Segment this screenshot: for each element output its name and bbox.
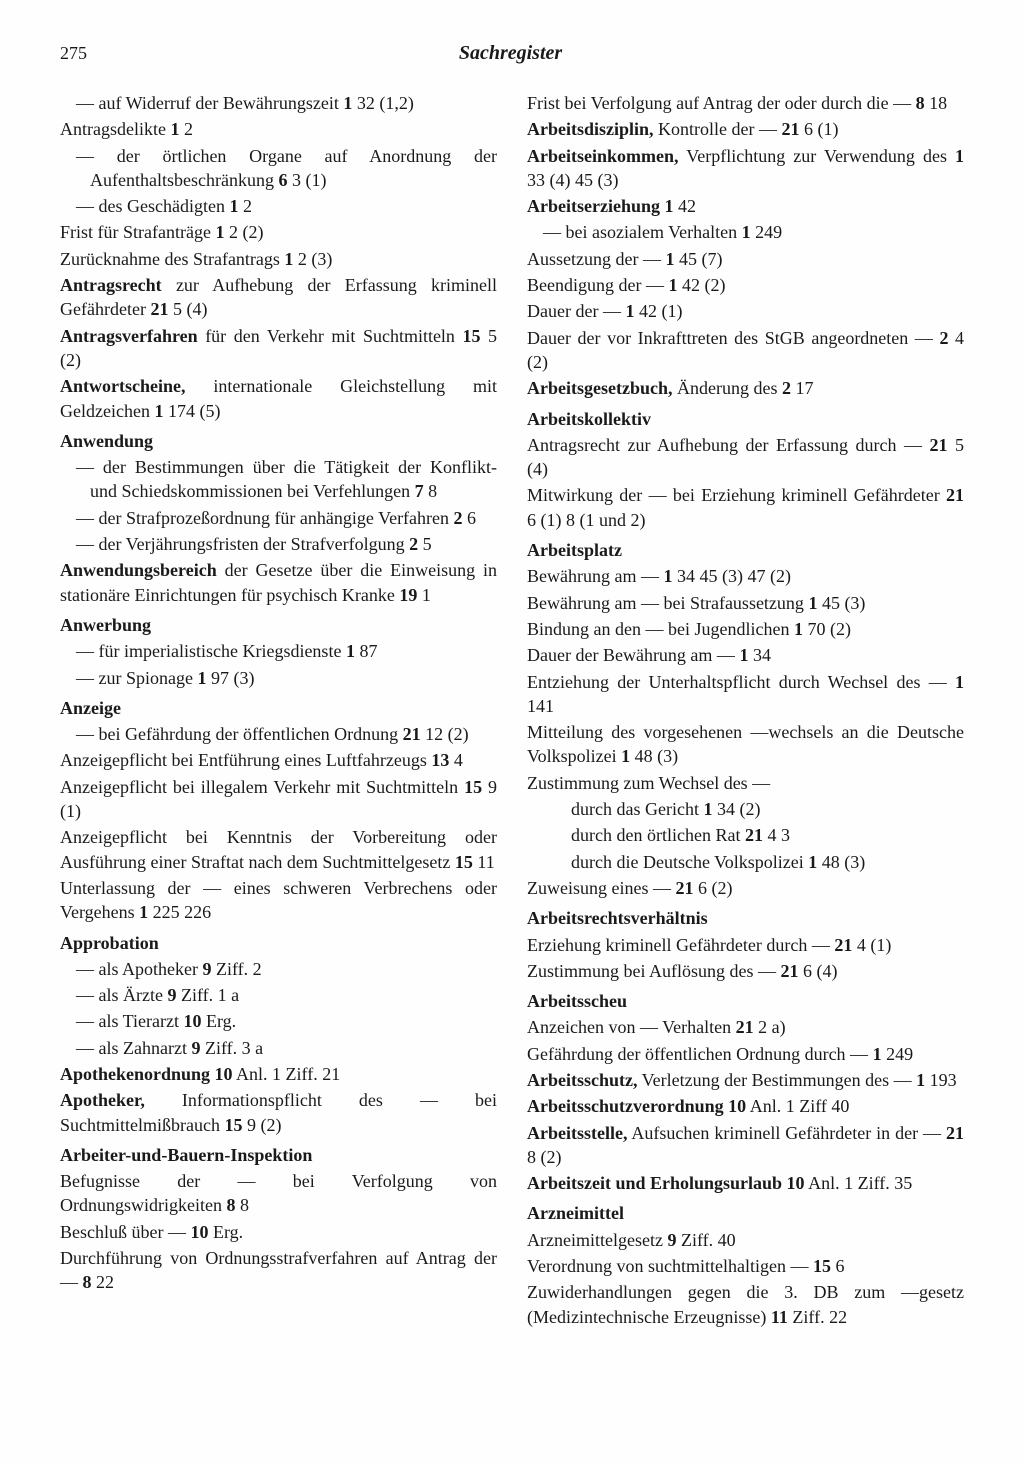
index-entry: — auf Widerruf der Bewährungszeit 1 32 (… bbox=[60, 91, 497, 115]
index-entry: Arbeiter-und-Bauern-Inspektion bbox=[60, 1143, 497, 1167]
index-entry: Dauer der Bewährung am — 1 34 bbox=[527, 643, 964, 667]
index-entry: Arbeitsscheu bbox=[527, 989, 964, 1013]
index-entry: — der Bestimmungen über die Tätigkeit de… bbox=[60, 455, 497, 504]
index-entry: Arbeitskollektiv bbox=[527, 407, 964, 431]
index-entry: — bei Gefährdung der öffentlichen Ordnun… bbox=[60, 722, 497, 746]
page-title: Sachregister bbox=[459, 40, 562, 67]
index-entry: Zustimmung zum Wechsel des — bbox=[527, 771, 964, 795]
index-entry: Bewährung am — 1 34 45 (3) 47 (2) bbox=[527, 564, 964, 588]
index-entry: — als Ärzte 9 Ziff. 1 a bbox=[60, 983, 497, 1007]
index-entry: Beschluß über — 10 Erg. bbox=[60, 1220, 497, 1244]
index-entry: — der Verjährungsfristen der Strafverfol… bbox=[60, 532, 497, 556]
index-entry: Arbeitsschutz, Verletzung der Bestimmung… bbox=[527, 1068, 964, 1092]
index-entry: Bewährung am — bei Strafaussetzung 1 45 … bbox=[527, 591, 964, 615]
index-entry: Anwendungsbereich der Gesetze über die E… bbox=[60, 558, 497, 607]
left-column: — auf Widerruf der Bewährungszeit 1 32 (… bbox=[60, 91, 497, 1331]
index-entry: Antragsverfahren für den Verkehr mit Suc… bbox=[60, 324, 497, 373]
index-entry: Antragsrecht zur Aufhebung der Erfassung… bbox=[60, 273, 497, 322]
index-entry: Arbeitszeit und Erholungsurlaub 10 Anl. … bbox=[527, 1171, 964, 1195]
index-entry: Arzneimittelgesetz 9 Ziff. 40 bbox=[527, 1228, 964, 1252]
index-entry: Arbeitsrechtsverhältnis bbox=[527, 906, 964, 930]
index-entry: Anzeige bbox=[60, 696, 497, 720]
index-entry: — als Apotheker 9 Ziff. 2 bbox=[60, 957, 497, 981]
index-entry: Verordnung von suchtmittelhaltigen — 15 … bbox=[527, 1254, 964, 1278]
index-entry: Entziehung der Unterhaltspflicht durch W… bbox=[527, 670, 964, 719]
index-entry: Anzeigepflicht bei Kenntnis der Vorberei… bbox=[60, 825, 497, 874]
index-entry: Dauer der vor Inkrafttreten des StGB ang… bbox=[527, 326, 964, 375]
index-entry: — bei asozialem Verhalten 1 249 bbox=[527, 220, 964, 244]
index-entry: Arbeitsstelle, Aufsuchen kriminell Gefäh… bbox=[527, 1121, 964, 1170]
index-entry: Arzneimittel bbox=[527, 1201, 964, 1225]
index-entry: Anzeigepflicht bei Entführung eines Luft… bbox=[60, 748, 497, 772]
index-entry: Approbation bbox=[60, 931, 497, 955]
index-entry: Befugnisse der — bei Verfolgung von Ordn… bbox=[60, 1169, 497, 1218]
index-entry: Durchführung von Ordnungsstrafverfahren … bbox=[60, 1246, 497, 1295]
index-entry: durch die Deutsche Volkspolizei 1 48 (3) bbox=[527, 850, 964, 874]
index-entry: Anwerbung bbox=[60, 613, 497, 637]
index-entry: Frist für Strafanträge 1 2 (2) bbox=[60, 220, 497, 244]
index-entry: Apotheker, Informationspflicht des — bei… bbox=[60, 1088, 497, 1137]
index-entry: Apothekenordnung 10 Anl. 1 Ziff. 21 bbox=[60, 1062, 497, 1086]
content-columns: — auf Widerruf der Bewährungszeit 1 32 (… bbox=[60, 91, 964, 1331]
index-entry: — der örtlichen Organe auf Anordnung der… bbox=[60, 144, 497, 193]
index-entry: Arbeitsdisziplin, Kontrolle der — 21 6 (… bbox=[527, 117, 964, 141]
index-entry: Frist bei Verfolgung auf Antrag der oder… bbox=[527, 91, 964, 115]
index-entry: — als Zahnarzt 9 Ziff. 3 a bbox=[60, 1036, 497, 1060]
index-entry: Unterlassung der — eines schweren Verbre… bbox=[60, 876, 497, 925]
index-entry: Zuweisung eines — 21 6 (2) bbox=[527, 876, 964, 900]
index-entry: — für imperialistische Kriegsdienste 1 8… bbox=[60, 639, 497, 663]
index-entry: Arbeitsplatz bbox=[527, 538, 964, 562]
index-entry: — zur Spionage 1 97 (3) bbox=[60, 666, 497, 690]
index-entry: Arbeitserziehung 1 42 bbox=[527, 194, 964, 218]
page-header: 275 Sachregister bbox=[60, 40, 964, 67]
index-entry: — des Geschädigten 1 2 bbox=[60, 194, 497, 218]
index-entry: — der Strafprozeßordnung für anhängige V… bbox=[60, 506, 497, 530]
index-entry: Antragsrecht zur Aufhebung der Erfassung… bbox=[527, 433, 964, 482]
index-entry: Arbeitsgesetzbuch, Änderung des 2 17 bbox=[527, 376, 964, 400]
index-entry: Zurücknahme des Strafantrags 1 2 (3) bbox=[60, 247, 497, 271]
index-entry: Beendigung der — 1 42 (2) bbox=[527, 273, 964, 297]
index-entry: Bindung an den — bei Jugendlichen 1 70 (… bbox=[527, 617, 964, 641]
index-entry: durch das Gericht 1 34 (2) bbox=[527, 797, 964, 821]
index-entry: Erziehung kriminell Gefährdeter durch — … bbox=[527, 933, 964, 957]
index-entry: Arbeitsschutzverordnung 10 Anl. 1 Ziff 4… bbox=[527, 1094, 964, 1118]
index-entry: Mitteilung des vorgesehenen —wechsels an… bbox=[527, 720, 964, 769]
right-column: Frist bei Verfolgung auf Antrag der oder… bbox=[527, 91, 964, 1331]
index-entry: Antragsdelikte 1 2 bbox=[60, 117, 497, 141]
index-entry: Anwendung bbox=[60, 429, 497, 453]
index-entry: Gefährdung der öffentlichen Ordnung durc… bbox=[527, 1042, 964, 1066]
index-entry: durch den örtlichen Rat 21 4 3 bbox=[527, 823, 964, 847]
page-number: 275 bbox=[60, 41, 87, 65]
index-entry: — als Tierarzt 10 Erg. bbox=[60, 1009, 497, 1033]
index-entry: Anzeichen von — Verhalten 21 2 a) bbox=[527, 1015, 964, 1039]
index-entry: Antwortscheine, internationale Gleichste… bbox=[60, 374, 497, 423]
index-entry: Dauer der — 1 42 (1) bbox=[527, 299, 964, 323]
index-entry: Zuwiderhandlungen gegen die 3. DB zum —g… bbox=[527, 1280, 964, 1329]
index-entry: Zustimmung bei Auflösung des — 21 6 (4) bbox=[527, 959, 964, 983]
index-entry: Aussetzung der — 1 45 (7) bbox=[527, 247, 964, 271]
index-entry: Arbeitseinkommen, Verpflichtung zur Verw… bbox=[527, 144, 964, 193]
index-entry: Anzeigepflicht bei illegalem Verkehr mit… bbox=[60, 775, 497, 824]
index-entry: Mitwirkung der — bei Erziehung kriminell… bbox=[527, 483, 964, 532]
